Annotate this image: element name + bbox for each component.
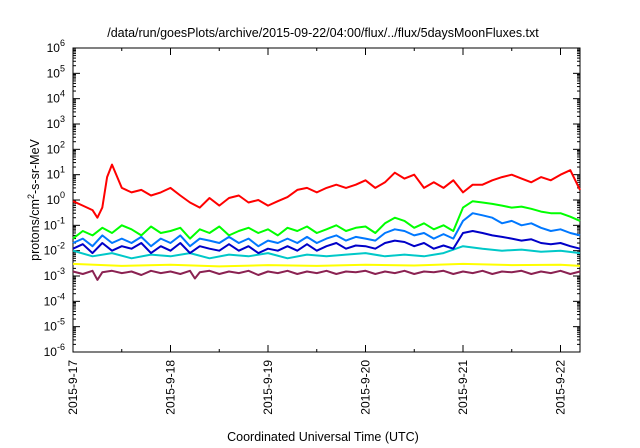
y-tick-exp: -4: [57, 291, 65, 301]
y-tick-label: 10-2: [44, 241, 65, 258]
y-axis: 10-610-510-410-310-210-11001011021031041…: [44, 38, 580, 359]
series-line-3: [72, 212, 581, 248]
y-tick-base: 10: [44, 294, 58, 308]
y-tick-base: 10: [47, 193, 61, 207]
y-tick-label: 104: [47, 89, 65, 106]
y-tick-base: 10: [44, 244, 58, 258]
y-tick-base: 10: [44, 320, 58, 334]
y-tick-base: 10: [47, 92, 61, 106]
series-layer: [72, 163, 581, 281]
y-tick-exp: -3: [57, 266, 65, 276]
y-tick-exp: 4: [60, 89, 65, 99]
y-axis-label: protons/cm2-s-sr-MeV: [26, 138, 42, 260]
series-line-0: [72, 163, 581, 219]
y-tick-exp: 3: [60, 114, 65, 124]
y-tick-label: 102: [47, 139, 65, 156]
y-tick-exp: -2: [57, 241, 65, 251]
y-tick-base: 10: [47, 168, 61, 182]
y-tick-exp: 2: [60, 139, 65, 149]
y-tick-label: 10-6: [44, 342, 65, 359]
series-line-2: [72, 245, 581, 260]
y-tick-label: 105: [47, 63, 65, 80]
x-axis-label: Coordinated Universal Time (UTC): [227, 430, 419, 444]
y-tick-exp: 5: [60, 63, 65, 73]
x-tick-label: 2015-9-19: [261, 360, 275, 415]
series-line-6: [72, 269, 581, 281]
y-tick-base: 10: [44, 345, 58, 359]
y-tick-label: 106: [47, 38, 65, 55]
y-tick-base: 10: [47, 41, 61, 55]
y-axis-label-sup: 2: [26, 194, 36, 199]
y-tick-label: 101: [47, 165, 65, 182]
y-tick-base: 10: [47, 117, 61, 131]
y-tick-label: 10-4: [44, 291, 65, 308]
y-tick-label: 10-3: [44, 266, 65, 283]
plot-frame: [72, 47, 581, 353]
x-tick-label: 2015-9-20: [359, 360, 373, 415]
y-tick-label: 103: [47, 114, 65, 131]
chart-title: /data/run/goesPlots/archive/2015-09-22/0…: [107, 26, 539, 40]
series-line-4: [72, 230, 581, 255]
y-tick-exp: 0: [60, 190, 65, 200]
y-tick-base: 10: [47, 66, 61, 80]
y-tick-exp: 6: [60, 38, 65, 48]
y-tick-exp: 1: [60, 165, 65, 175]
y-tick-exp: -1: [57, 215, 65, 225]
x-axis: 2015-9-17 2015-9-18 2015-9-19 2015-9-20 2015…: [66, 48, 568, 415]
x-tick-label: 2015-9-22: [554, 360, 568, 415]
y-axis-label-main: protons/cm: [28, 199, 42, 261]
y-tick-exp: -6: [57, 342, 65, 352]
series-line-5: [72, 262, 581, 268]
x-tick-label: 2015-9-17: [66, 360, 80, 415]
series-line-1: [72, 200, 581, 240]
x-tick-label: 2015-9-18: [164, 360, 178, 415]
y-tick-exp: -5: [57, 317, 65, 327]
y-tick-label: 100: [47, 190, 65, 207]
y-tick-base: 10: [44, 269, 58, 283]
y-tick-label: 10-1: [44, 215, 65, 232]
y-tick-base: 10: [44, 218, 58, 232]
y-tick-label: 10-5: [44, 317, 65, 334]
y-tick-base: 10: [47, 142, 61, 156]
y-axis-label-rest: -s-sr-MeV: [28, 138, 42, 194]
x-tick-label: 2015-9-21: [456, 360, 470, 415]
